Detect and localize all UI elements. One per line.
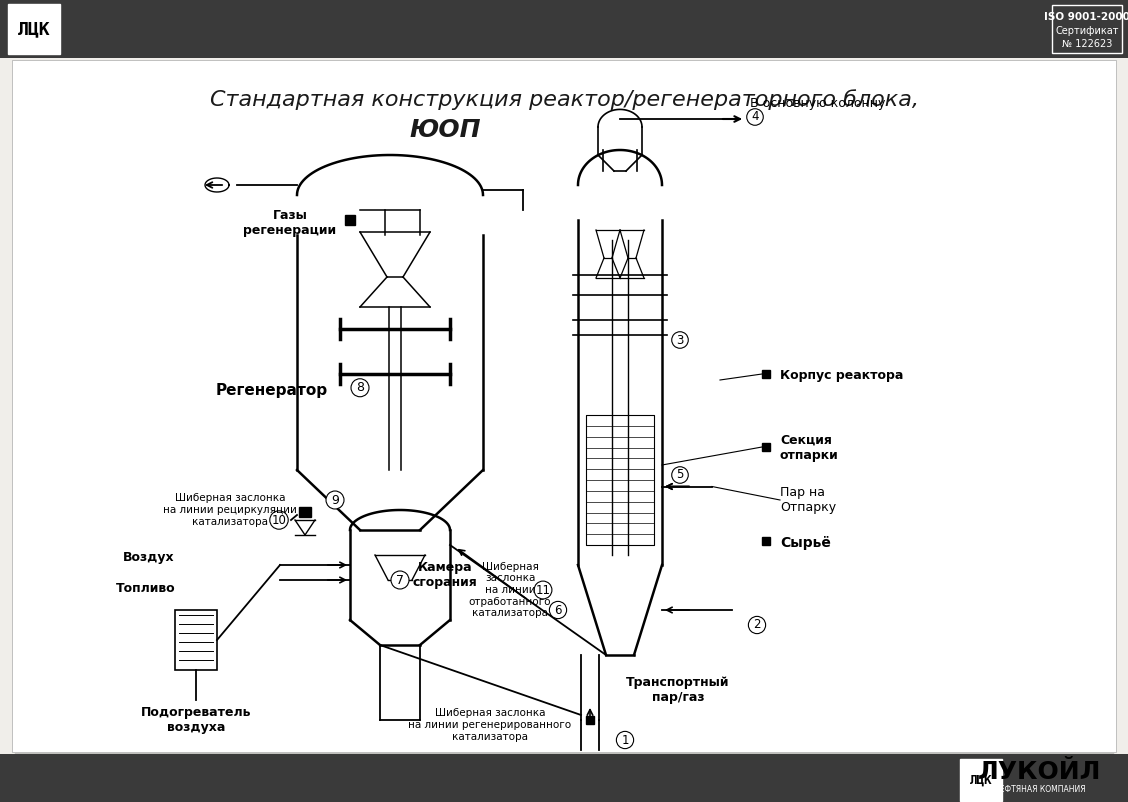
Bar — [763, 443, 770, 451]
Text: ЮОП: ЮОП — [409, 118, 481, 142]
Bar — [763, 370, 770, 378]
Text: 2: 2 — [754, 618, 760, 631]
Text: 3: 3 — [677, 334, 684, 346]
Bar — [1052, 5, 1122, 53]
Text: 4: 4 — [751, 111, 759, 124]
Text: Газы
регенерации: Газы регенерации — [244, 209, 336, 237]
Text: ЛЦК: ЛЦК — [18, 20, 51, 38]
Text: № 122623: № 122623 — [1061, 39, 1112, 49]
Bar — [587, 415, 654, 545]
Bar — [175, 610, 217, 670]
Text: 6: 6 — [554, 603, 562, 617]
Text: Подогреватель
воздуха: Подогреватель воздуха — [141, 706, 252, 734]
Text: 7: 7 — [396, 573, 404, 586]
Text: 8: 8 — [356, 381, 364, 395]
Bar — [12, 60, 1116, 752]
Text: Сырьё: Сырьё — [779, 536, 831, 550]
Text: 11: 11 — [536, 584, 550, 597]
Text: Секция
отпарки: Секция отпарки — [779, 434, 839, 462]
Bar — [763, 537, 770, 545]
Text: Шиберная
заслонка
на линии
отработанного
катализатора: Шиберная заслонка на линии отработанного… — [469, 561, 552, 618]
Text: Шиберная заслонка
на линии регенерированного
катализатора: Шиберная заслонка на линии регенерирован… — [408, 708, 572, 742]
Text: Шиберная заслонка
на линии рециркуляции
катализатора: Шиберная заслонка на линии рециркуляции … — [164, 493, 297, 527]
Text: 10: 10 — [272, 513, 287, 526]
Bar — [0, 0, 1128, 58]
Bar — [587, 716, 594, 724]
Bar — [8, 4, 60, 54]
Text: ISO 9001-2000: ISO 9001-2000 — [1045, 12, 1128, 22]
Text: ЛУКОЙЛ: ЛУКОЙЛ — [978, 760, 1102, 784]
Text: Транспортный
пар/газ: Транспортный пар/газ — [626, 676, 730, 704]
Bar — [0, 754, 1128, 802]
Text: Камера
сгорания: Камера сгорания — [413, 561, 477, 589]
Text: Сертификат: Сертификат — [1056, 26, 1119, 36]
Bar — [960, 759, 1002, 801]
Text: ЛЦК: ЛЦК — [970, 773, 993, 787]
Text: Стандартная конструкция реактор/регенераторного блока,: Стандартная конструкция реактор/регенера… — [210, 90, 918, 111]
Text: Регенератор: Регенератор — [215, 383, 328, 398]
Text: Пар на
Отпарку: Пар на Отпарку — [779, 486, 836, 514]
Text: 9: 9 — [331, 493, 338, 507]
Bar — [345, 215, 355, 225]
Text: В основную колонну: В основную колонну — [750, 98, 885, 111]
Bar — [299, 507, 311, 517]
Text: Воздух: Воздух — [123, 550, 175, 564]
Text: НЕФТЯНАЯ КОМПАНИЯ: НЕФТЯНАЯ КОМПАНИЯ — [994, 784, 1086, 793]
Text: 1: 1 — [622, 734, 628, 747]
Text: 5: 5 — [677, 468, 684, 481]
Text: Корпус реактора: Корпус реактора — [779, 368, 904, 382]
Text: Топливо: Топливо — [115, 581, 175, 594]
